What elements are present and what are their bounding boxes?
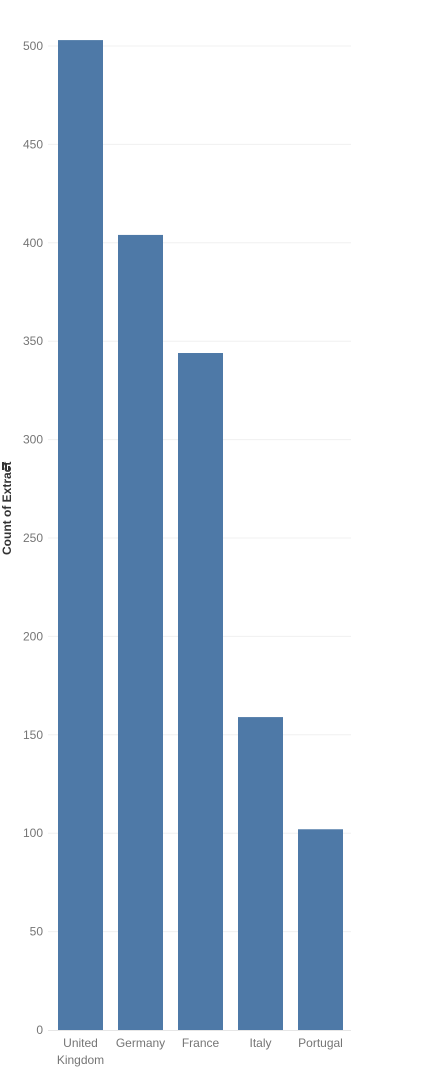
x-tick-label: Portugal: [298, 1036, 343, 1050]
y-tick-label: 50: [30, 925, 44, 939]
bar[interactable]: [238, 717, 283, 1030]
y-tick-label: 250: [23, 531, 43, 545]
y-tick-label: 500: [23, 39, 43, 53]
bar[interactable]: [58, 40, 103, 1030]
y-tick-label: 400: [23, 236, 43, 250]
x-axis-labels: United Kingdom Germany France Italy Portugal: [57, 1036, 343, 1067]
bar[interactable]: [298, 829, 343, 1030]
x-tick-label: Germany: [116, 1036, 165, 1050]
y-tick-label: 350: [23, 334, 43, 348]
y-tick-label: 300: [23, 433, 43, 447]
y-tick-label: 100: [23, 826, 43, 840]
y-tick-label: 200: [23, 629, 43, 643]
bar[interactable]: [118, 234, 163, 1031]
bars: [58, 40, 343, 1031]
sort-descending-icon[interactable]: [2, 462, 10, 470]
bar[interactable]: [178, 353, 223, 1030]
y-tick-label: 450: [23, 137, 43, 151]
y-axis-title: Count of Extract: [0, 462, 14, 555]
x-tick-label: France: [182, 1036, 220, 1050]
y-axis-title-group: Count of Extract: [0, 462, 14, 555]
x-tick-label: Italy: [249, 1036, 271, 1050]
y-tick-label: 0: [36, 1023, 43, 1037]
x-tick-label: Kingdom: [57, 1053, 104, 1067]
y-axis-ticks: 0 50 100 150 200 250 300 350 400 450 500: [23, 39, 43, 1037]
y-tick-label: 150: [23, 728, 43, 742]
x-tick-label: United: [63, 1036, 98, 1050]
